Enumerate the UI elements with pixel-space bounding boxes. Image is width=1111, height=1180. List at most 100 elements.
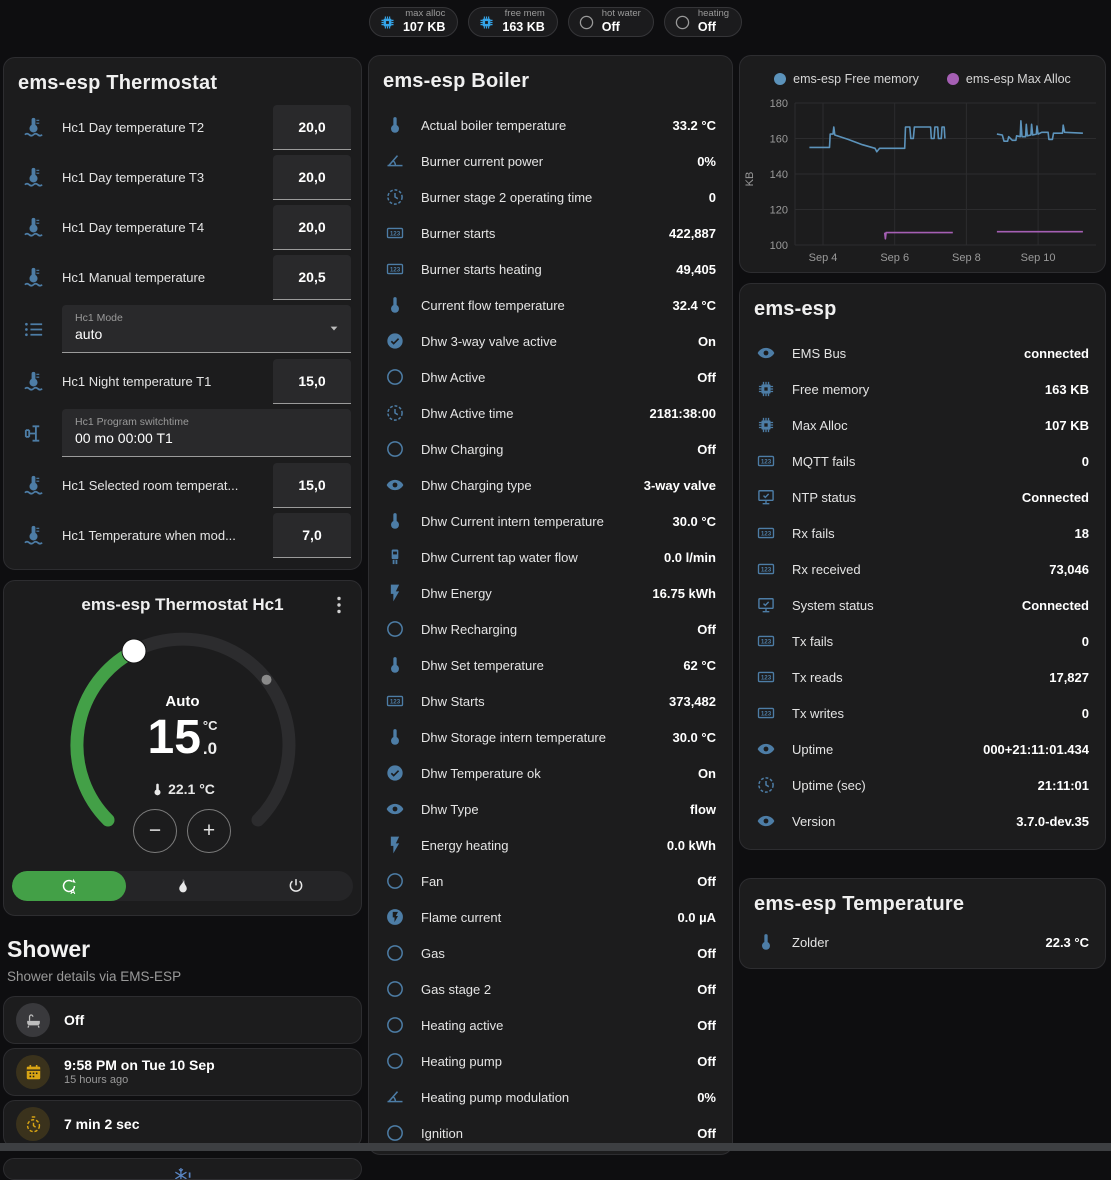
header-badge-free-mem[interactable]: free mem163 KB (468, 7, 557, 37)
shower-item-bathtub[interactable]: Off (3, 996, 362, 1044)
entity-row-dhw-type[interactable]: Dhw Typeflow (369, 791, 732, 827)
entity-row-max-alloc[interactable]: Max Alloc107 KB (740, 407, 1105, 443)
entity-row-tx-writes[interactable]: Tx writes0 (740, 695, 1105, 731)
entity-row-system-status[interactable]: System statusConnected (740, 587, 1105, 623)
entity-label: Free memory (792, 382, 869, 397)
entity-row-rx-fails[interactable]: Rx fails18 (740, 515, 1105, 551)
number-input-hc1-selected-room-temperat-[interactable]: 15,0 (273, 463, 351, 508)
entity-row-mqtt-fails[interactable]: MQTT fails0 (740, 443, 1105, 479)
entity-row-tx-reads[interactable]: Tx reads17,827 (740, 659, 1105, 695)
entity-label: NTP status (792, 490, 856, 505)
entity-row-flame-current[interactable]: Flame current0.0 µA (369, 899, 732, 935)
middle-column: ems-esp Boiler Actual boiler temperature… (368, 55, 733, 1155)
entity-row-zolder[interactable]: Zolder22.3 °C (740, 924, 1105, 960)
emsesp-status-card: ems-esp EMS BusconnectedFree memory163 K… (739, 283, 1106, 850)
entity-row-ntp-status[interactable]: NTP statusConnected (740, 479, 1105, 515)
y-axis-tick-label: 140 (770, 169, 788, 181)
entity-row-heating-pump[interactable]: Heating pumpOff (369, 1043, 732, 1079)
memory-history-chart[interactable]: 100120140160180Sep 4Sep 6Sep 8Sep 10KB (740, 91, 1104, 271)
hvac-mode-off[interactable] (239, 871, 353, 901)
entity-row-dhw-charging-type[interactable]: Dhw Charging type3-way valve (369, 467, 732, 503)
hvac-mode-auto[interactable] (12, 871, 126, 901)
legend-item-ems-esp-max-alloc[interactable]: ems-esp Max Alloc (947, 72, 1071, 86)
number-input-hc1-day-temperature-t4[interactable]: 20,0 (273, 205, 351, 250)
entity-value: 49,405 (676, 262, 716, 277)
circle-icon (385, 1051, 405, 1071)
entity-label: Dhw Charging (421, 442, 503, 457)
entity-value: 3.7.0-dev.35 (1016, 814, 1089, 829)
thermostat-dial[interactable]: Auto 15 °C .0 22.1 °C − + (10, 617, 355, 869)
frost-alert-card[interactable] (3, 1158, 362, 1180)
gauge-icon (385, 1087, 405, 1107)
entity-row-free-memory[interactable]: Free memory163 KB (740, 371, 1105, 407)
entity-row-dhw-current-tap-water-flow[interactable]: Dhw Current tap water flow0.0 l/min (369, 539, 732, 575)
entity-row-tx-fails[interactable]: Tx fails0 (740, 623, 1105, 659)
setting-row-hc1-program-switchtime: Hc1 Program switchtime00 mo 00:00 T1 (4, 407, 361, 459)
shower-item-timer[interactable]: 7 min 2 sec (3, 1100, 362, 1148)
hvac-mode-heat[interactable] (126, 871, 240, 901)
entity-row-heating-active[interactable]: Heating activeOff (369, 1007, 732, 1043)
entity-row-dhw-storage-intern-temperature[interactable]: Dhw Storage intern temperature30.0 °C (369, 719, 732, 755)
shower-item-calendar[interactable]: 9:58 PM on Tue 10 Sep15 hours ago (3, 1048, 362, 1096)
entity-label: Dhw Set temperature (421, 658, 544, 673)
entity-row-energy-heating[interactable]: Energy heating0.0 kWh (369, 827, 732, 863)
thermo-waves-icon (22, 116, 45, 139)
entity-row-burner-stage-2-operating-time[interactable]: Burner stage 2 operating time0 (369, 179, 732, 215)
number-input-hc1-day-temperature-t2[interactable]: 20,0 (273, 105, 351, 150)
temp-increase-button[interactable]: + (187, 809, 231, 853)
more-options-icon[interactable] (327, 593, 351, 617)
entity-row-burner-starts-heating[interactable]: Burner starts heating49,405 (369, 251, 732, 287)
number-input-hc1-temperature-when-mod-[interactable]: 7,0 (273, 513, 351, 558)
entity-row-uptime[interactable]: Uptime000+21:11:01.434 (740, 731, 1105, 767)
eye-icon (756, 739, 776, 759)
temp-decrease-button[interactable]: − (133, 809, 177, 853)
entity-row-burner-starts[interactable]: Burner starts422,887 (369, 215, 732, 251)
entity-row-dhw-current-intern-temperature[interactable]: Dhw Current intern temperature30.0 °C (369, 503, 732, 539)
entity-row-dhw-charging[interactable]: Dhw ChargingOff (369, 431, 732, 467)
header-badge-heating[interactable]: heatingOff (664, 7, 742, 37)
counter-icon (385, 223, 405, 243)
select-hc1-mode[interactable]: Hc1 Modeauto (62, 305, 351, 353)
entity-row-dhw-temperature-ok[interactable]: Dhw Temperature okOn (369, 755, 732, 791)
badge-text: heatingOff (698, 9, 729, 34)
header-badge-max-alloc[interactable]: max alloc107 KB (369, 7, 458, 37)
entity-row-heating-pump-modulation[interactable]: Heating pump modulation0% (369, 1079, 732, 1115)
badge-value: 163 KB (502, 20, 544, 34)
thermo-icon (385, 727, 405, 747)
entity-row-dhw-active[interactable]: Dhw ActiveOff (369, 359, 732, 395)
shower-item-title: Off (64, 1012, 84, 1029)
header-badge-hot-water[interactable]: hot waterOff (568, 7, 654, 37)
number-input-hc1-night-temperature-t1[interactable]: 15,0 (273, 359, 351, 404)
horizontal-scrollbar[interactable] (0, 1143, 1111, 1151)
shower-item-subtitle: 15 hours ago (64, 1074, 215, 1087)
entity-row-rx-received[interactable]: Rx received73,046 (740, 551, 1105, 587)
entity-row-uptime-sec-[interactable]: Uptime (sec)21:11:01 (740, 767, 1105, 803)
setting-icon-wrap (22, 266, 48, 289)
thermo-waves-icon (22, 216, 45, 239)
entity-row-actual-boiler-temperature[interactable]: Actual boiler temperature33.2 °C (369, 107, 732, 143)
entity-row-current-flow-temperature[interactable]: Current flow temperature32.4 °C (369, 287, 732, 323)
setting-icon-wrap (22, 216, 48, 239)
entity-row-version[interactable]: Version3.7.0-dev.35 (740, 803, 1105, 839)
number-input-hc1-day-temperature-t3[interactable]: 20,0 (273, 155, 351, 200)
entity-row-gas[interactable]: GasOff (369, 935, 732, 971)
entity-row-fan[interactable]: FanOff (369, 863, 732, 899)
entity-row-gas-stage-2[interactable]: Gas stage 2Off (369, 971, 732, 1007)
entity-value: 33.2 °C (672, 118, 716, 133)
dial-mode-label: Auto (10, 693, 355, 710)
legend-label: ems-esp Free memory (793, 72, 919, 86)
entity-row-burner-current-power[interactable]: Burner current power0% (369, 143, 732, 179)
entity-value: 30.0 °C (672, 730, 716, 745)
text-input-hc1-program-switchtime[interactable]: Hc1 Program switchtime00 mo 00:00 T1 (62, 409, 351, 457)
entity-row-ems-bus[interactable]: EMS Busconnected (740, 335, 1105, 371)
entity-row-dhw-starts[interactable]: Dhw Starts373,482 (369, 683, 732, 719)
dial-setpoint-temp[interactable]: 15 °C .0 (10, 714, 355, 762)
entity-row-dhw-3-way-valve-active[interactable]: Dhw 3-way valve activeOn (369, 323, 732, 359)
dial-setpoint-knob[interactable] (122, 639, 146, 663)
legend-item-ems-esp-free-memory[interactable]: ems-esp Free memory (774, 72, 919, 86)
number-input-hc1-manual-temperature[interactable]: 20,5 (273, 255, 351, 300)
entity-row-dhw-energy[interactable]: Dhw Energy16.75 kWh (369, 575, 732, 611)
entity-row-dhw-recharging[interactable]: Dhw RechargingOff (369, 611, 732, 647)
entity-row-dhw-active-time[interactable]: Dhw Active time2181:38:00 (369, 395, 732, 431)
entity-row-dhw-set-temperature[interactable]: Dhw Set temperature62 °C (369, 647, 732, 683)
